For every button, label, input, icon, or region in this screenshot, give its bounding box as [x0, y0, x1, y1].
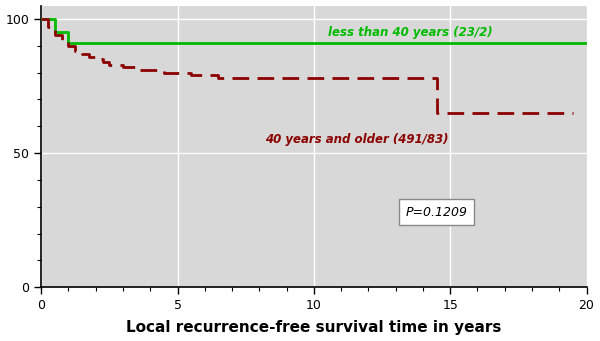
Text: P=0.1209: P=0.1209: [406, 206, 467, 219]
Text: 40 years and older (491/83): 40 years and older (491/83): [265, 133, 448, 146]
X-axis label: Local recurrence-free survival time in years: Local recurrence-free survival time in y…: [126, 321, 502, 336]
Text: less than 40 years (23/2): less than 40 years (23/2): [328, 26, 492, 39]
